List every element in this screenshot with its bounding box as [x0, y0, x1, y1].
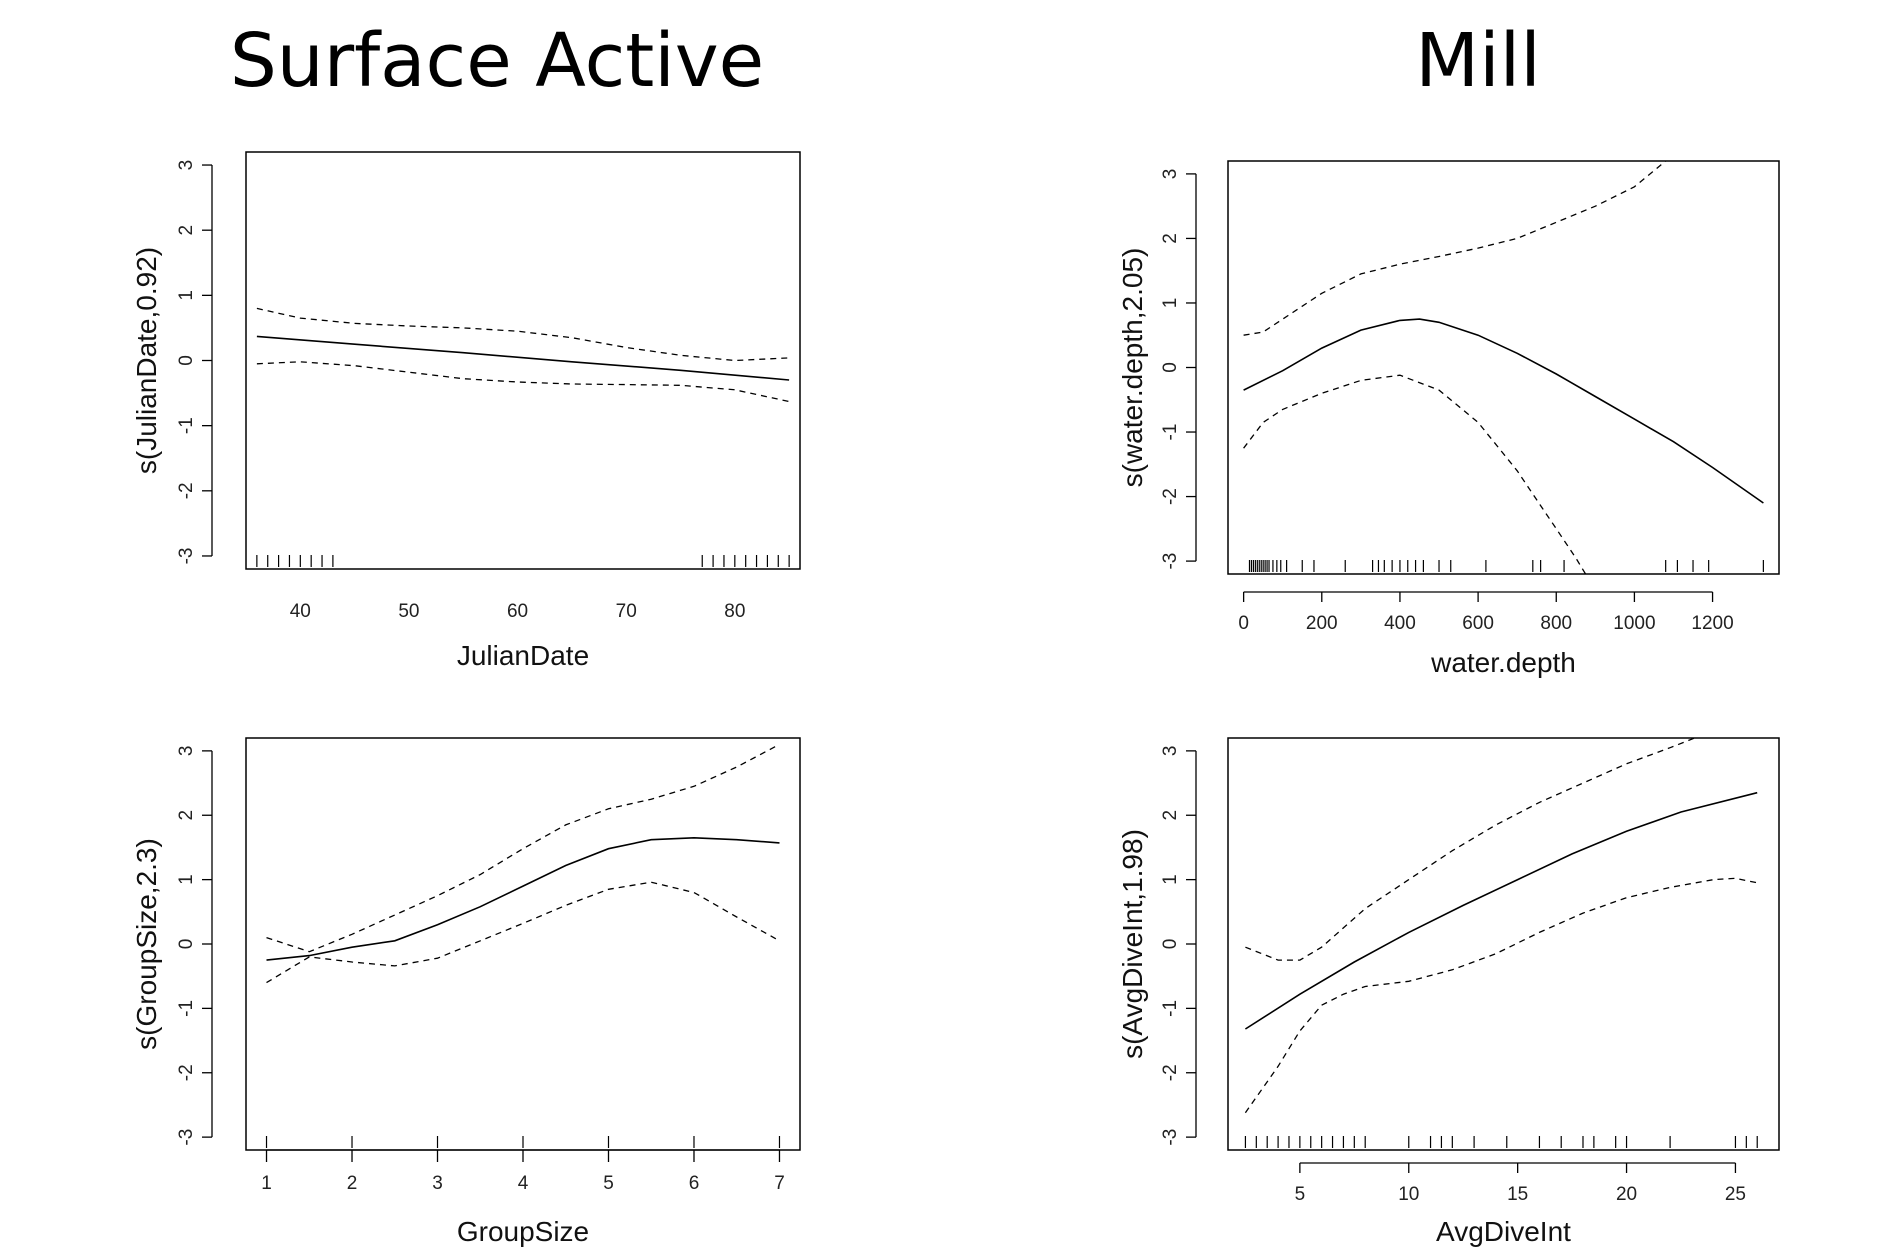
panel-dive: -3 -2 -1 0 1 2 3 5 10 15 20 25 AvgDiveInt s(AvgDiveIn…	[1117, 737, 1780, 1247]
x-tick-label: 600	[1462, 613, 1494, 634]
y-tick-label: 3	[1160, 169, 1181, 180]
plot-frame	[245, 151, 801, 570]
y-tick-label: 1	[1160, 298, 1181, 309]
section-title-surface-active: Surface Active	[229, 18, 765, 104]
smooth-fit-line	[1243, 318, 1764, 504]
x-tick-label: 400	[1384, 613, 1416, 634]
y-tick-label: 2	[176, 225, 197, 236]
upper-ci-line	[1245, 738, 1697, 961]
y-tick-label: 0	[1160, 362, 1181, 373]
y-tick-label: 0	[1160, 939, 1181, 950]
y-axis-title: s(JulianDate,0.92)	[131, 247, 162, 474]
x-tick-label: 800	[1540, 613, 1572, 634]
upper-ci-line	[266, 743, 780, 953]
y-tick-label: 0	[176, 939, 197, 950]
plot-frame	[1227, 160, 1780, 575]
y-tick-label: 1	[176, 290, 197, 301]
x-axis-title: water.depth	[1430, 647, 1576, 678]
lower-ci-line	[256, 361, 790, 403]
y-tick-label: -1	[1160, 1000, 1181, 1017]
lower-ci-line	[1243, 374, 1587, 574]
x-axis-title: JulianDate	[457, 640, 589, 671]
y-axis-title: s(GroupSize,2.3)	[131, 838, 162, 1050]
x-tick-label: 3	[432, 1173, 443, 1194]
y-axis-title: s(AvgDiveInt,1.98)	[1117, 829, 1148, 1059]
y-tick-label: -1	[176, 417, 197, 434]
x-tick-label: 0	[1238, 613, 1249, 634]
y-tick-label: -3	[176, 548, 197, 565]
x-tick-label: 10	[1398, 1184, 1419, 1205]
x-tick-label: 1000	[1613, 613, 1655, 634]
x-tick-label: 50	[398, 601, 419, 622]
panel-group: -3 -2 -1 0 1 2 3 1 2 3 4 5 6 7 GroupSize s(GroupSize,2.…	[131, 737, 801, 1247]
x-tick-label: 25	[1725, 1184, 1746, 1205]
y-tick-label: -2	[1160, 488, 1181, 505]
y-tick-label: -3	[1160, 1129, 1181, 1146]
x-tick-label: 80	[724, 601, 745, 622]
x-tick-label: 2	[347, 1173, 358, 1194]
y-tick-label: -1	[176, 1000, 197, 1017]
panel-depth: -3 -2 -1 0 1 2 3 0 200 400 600 800 1000 1200 water.dep…	[1117, 160, 1780, 678]
y-tick-label: 2	[1160, 233, 1181, 244]
lower-ci-line	[266, 881, 780, 984]
x-tick-label: 4	[518, 1173, 529, 1194]
y-tick-label: -3	[176, 1129, 197, 1146]
x-tick-label: 60	[507, 601, 528, 622]
y-tick-label: -1	[1160, 424, 1181, 441]
x-tick-label: 6	[689, 1173, 700, 1194]
x-tick-label: 200	[1306, 613, 1338, 634]
y-tick-label: -3	[1160, 553, 1181, 570]
y-tick-label: 2	[1160, 810, 1181, 821]
x-tick-label: 1200	[1691, 613, 1733, 634]
upper-ci-line	[256, 307, 790, 362]
panel-julian: -3 -2 -1 0 1 2 3 40 50 60 70 80 JulianDate s(JulianDa…	[131, 151, 801, 671]
x-tick-label: 5	[603, 1173, 614, 1194]
smooth-fit-line	[266, 836, 780, 961]
x-tick-label: 40	[290, 601, 311, 622]
y-axis-title: s(water.depth,2.05)	[1117, 248, 1148, 488]
upper-ci-line	[1243, 161, 1667, 336]
y-tick-label: -2	[176, 1064, 197, 1081]
y-tick-label: 2	[176, 810, 197, 821]
smooth-fit-line	[1244, 791, 1758, 1030]
section-title-mill: Mill	[1415, 18, 1541, 104]
y-tick-label: -2	[176, 482, 197, 499]
x-tick-label: 1	[261, 1173, 272, 1194]
x-tick-label: 5	[1295, 1184, 1306, 1205]
x-tick-label: 7	[774, 1173, 785, 1194]
y-tick-label: -2	[1160, 1064, 1181, 1081]
y-tick-label: 0	[176, 355, 197, 366]
plot-frame	[1227, 737, 1780, 1151]
y-tick-label: 3	[1160, 746, 1181, 757]
y-tick-label: 3	[176, 160, 197, 171]
x-tick-label: 70	[616, 601, 637, 622]
x-axis-title: AvgDiveInt	[1436, 1216, 1571, 1247]
x-tick-label: 15	[1507, 1184, 1528, 1205]
lower-ci-line	[1244, 877, 1758, 1114]
x-tick-label: 20	[1616, 1184, 1637, 1205]
x-axis-title: GroupSize	[457, 1216, 589, 1247]
y-tick-label: 3	[176, 746, 197, 757]
smooth-fit-line	[256, 335, 790, 381]
y-tick-label: 1	[176, 874, 197, 885]
y-tick-label: 1	[1160, 874, 1181, 885]
